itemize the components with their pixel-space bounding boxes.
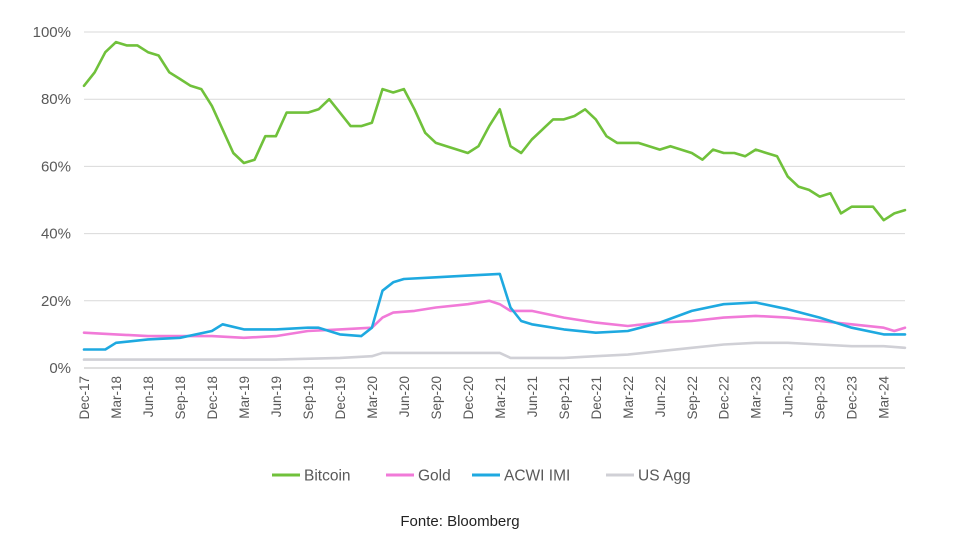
x-tick-label: Jun-22: [653, 376, 668, 417]
source-note: Fonte: Bloomberg: [400, 513, 520, 530]
legend-label-us-agg: US Agg: [638, 468, 691, 485]
series-line-gold: [82, 299, 907, 340]
x-tick-label: Sep-23: [813, 376, 828, 420]
x-axis-ticks: Dec-17 Mar-18 Jun-18 Sep-18 Dec-18 Mar-19 Jun-…: [77, 376, 892, 420]
x-tick-label: Mar-18: [109, 376, 124, 419]
x-tick-label: Jun-21: [525, 376, 540, 417]
x-tick-label: Sep-22: [685, 376, 700, 420]
legend: Bitcoin Gold ACWI IMI US Agg: [272, 468, 691, 485]
series-lines: [82, 40, 907, 361]
x-tick-label: Dec-22: [717, 376, 732, 420]
x-tick-label: Mar-21: [493, 376, 508, 419]
legend-label-gold: Gold: [418, 468, 451, 485]
legend-label-bitcoin: Bitcoin: [304, 468, 351, 485]
x-tick-label: Jun-23: [781, 376, 796, 417]
x-tick-label: Dec-20: [461, 376, 476, 420]
series-line-bitcoin: [82, 40, 907, 222]
x-tick-label: Sep-20: [429, 376, 444, 420]
y-tick-label: 100%: [33, 24, 71, 41]
x-tick-label: Mar-20: [365, 376, 380, 419]
x-tick-label: Mar-19: [237, 376, 252, 419]
x-tick-label: Dec-21: [589, 376, 604, 420]
x-tick-label: Jun-20: [397, 376, 412, 417]
series-line-us-agg: [82, 341, 907, 361]
legend-label-acwi-imi: ACWI IMI: [504, 468, 570, 485]
y-tick-label: 0%: [49, 360, 71, 377]
x-tick-label: Dec-19: [333, 376, 348, 420]
x-tick-label: Sep-18: [173, 376, 188, 420]
x-tick-label: Sep-21: [557, 376, 572, 420]
y-tick-label: 20%: [41, 293, 71, 310]
y-tick-label: 40%: [41, 226, 71, 243]
x-tick-label: Dec-17: [77, 376, 92, 420]
x-tick-label: Sep-19: [301, 376, 316, 420]
x-tick-label: Jun-18: [141, 376, 156, 417]
y-axis-ticks: 0% 20% 40% 60% 80% 100%: [33, 24, 71, 377]
series-line-acwi-imi: [82, 272, 907, 351]
x-tick-label: Dec-23: [845, 376, 860, 420]
x-tick-label: Mar-23: [749, 376, 764, 419]
y-tick-label: 80%: [41, 91, 71, 108]
y-tick-label: 60%: [41, 158, 71, 175]
x-tick-label: Mar-24: [877, 376, 892, 419]
x-tick-label: Jun-19: [269, 376, 284, 417]
gridlines: [84, 31, 905, 369]
x-tick-label: Mar-22: [621, 376, 636, 419]
x-tick-label: Dec-18: [205, 376, 220, 420]
